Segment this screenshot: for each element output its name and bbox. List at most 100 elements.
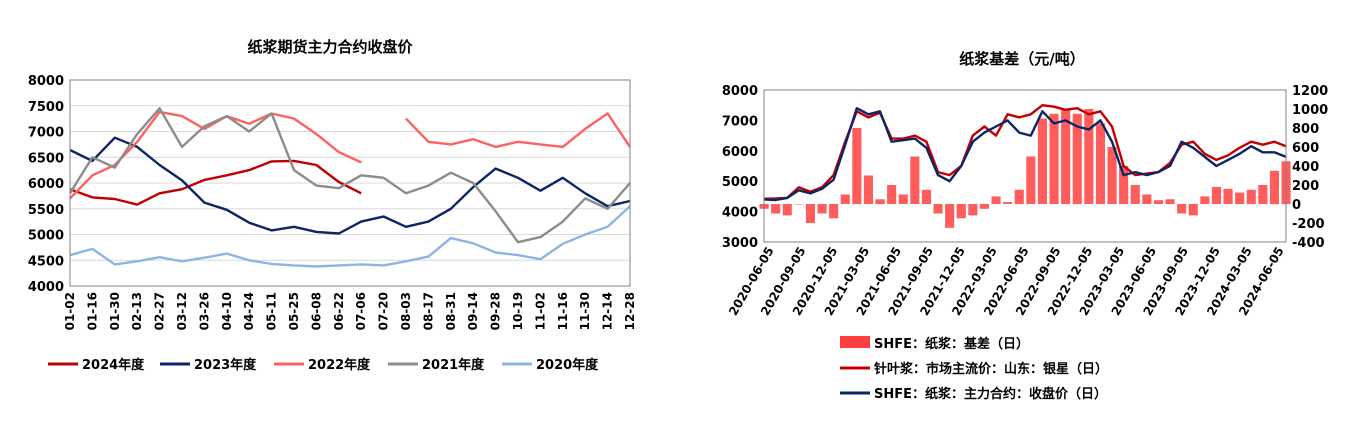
chart1-y-tick-label: 6000 [28,177,64,192]
chart1-series-lines [68,107,631,268]
chart2-left-tick-label: 5000 [722,175,758,190]
chart1-legend-label: 2021年度 [422,357,485,373]
chart2-basis-bar [1235,192,1245,204]
chart1-y-tick-label: 7000 [28,126,64,141]
chart1-series-line-3 [68,107,631,244]
chart1-x-tick-label: 11-02 [533,292,547,330]
chart1-x-tick-label: 09-14 [466,292,480,330]
chart1-x-tick-label: 08-03 [399,292,413,330]
chart2-basis-bar [1014,189,1024,205]
chart2-basis-bar [863,175,873,204]
chart2-right-tick-label: 800 [1292,122,1319,137]
chart2-basis-bar [1061,109,1071,204]
chart1-x-tick-label: 09-28 [489,292,503,330]
chart2-legend-label: SHFE：纸浆：主力合约：收盘价（日） [874,386,1107,402]
chart2-legend-swatch [840,336,870,348]
chart1-y-tick-label: 8000 [28,74,64,89]
chart2-basis-bar [979,204,989,209]
futures-price-chart: 纸浆期货主力合约收盘价 4000 4500 5000 5500 6000 6500 7000… [28,38,637,373]
chart2-basis-bar [1153,200,1163,204]
chart1-y-tick-label: 5500 [28,203,64,218]
chart1-x-tick-label: 04-24 [242,292,256,330]
chart2-basis-bar [840,194,850,204]
chart2-right-tick-label: 200 [1292,179,1319,194]
chart2-basis-bar [1258,185,1268,204]
chart2-right-tick-label: 600 [1292,141,1319,156]
chart1-y-tick-label: 5000 [28,229,64,244]
chart2-basis-bar [1084,109,1094,204]
chart2-plot-frame [763,89,1287,243]
chart1-series-line-1 [69,136,631,235]
chart2-basis-bar [794,204,804,205]
chart2-right-tick-label: -400 [1292,236,1325,251]
chart2-left-tick-label: 7000 [722,114,758,129]
chart2-basis-bars [759,109,1291,228]
chart2-basis-bar [1188,204,1198,216]
chart2-basis-bar [1223,188,1233,204]
chart2-basis-bar [852,128,862,204]
chart2-series-lines [763,104,1287,202]
chart1-series-line-4 [69,205,631,268]
chart2-basis-bar [1072,113,1082,205]
chart2-basis-bar [1049,113,1059,205]
chart1-y-axis: 4000 4500 5000 5500 6000 6500 7000 7500 8000 [28,74,64,295]
chart2-x-axis: 2020-06-052020-09-052020-12-052021-03-05… [726,245,1287,318]
chart2-basis-bar [1177,204,1187,214]
chart2-right-tick-label: 1200 [1292,84,1328,99]
chart2-basis-bar [968,204,978,216]
chart1-x-tick-label: 02-13 [130,292,144,330]
chart2-left-axis: 3000 4000 5000 6000 7000 8000 [722,84,758,251]
chart2-basis-bar [1026,156,1036,204]
chart2-basis-bar [1095,123,1105,205]
chart2-basis-bar [1003,202,1013,204]
chart2-basis-bar [910,156,920,204]
chart1-x-axis: 01-02 01-16 01-30 02-13 02-27 03-12 03-26 04-10… [63,292,637,330]
chart1-legend-label: 2020年度 [536,357,599,373]
chart2-right-tick-label: 1000 [1292,103,1328,118]
chart2-left-tick-label: 6000 [722,145,758,160]
chart1-legend-label: 2023年度 [194,357,257,373]
chart1-x-tick-label: 10-19 [511,292,525,330]
chart1-y-tick-label: 4000 [28,280,64,295]
chart1-legend-label: 2022年度 [308,357,371,373]
chart1-x-tick-label: 12-28 [623,292,637,330]
chart2-left-tick-label: 4000 [722,206,758,221]
chart1-legend: 2024年度 2023年度 2022年度 2021年度 2020年度 [48,357,599,373]
chart2-left-tick-label: 8000 [722,84,758,99]
chart1-plot-frame [69,79,631,287]
chart2-right-tick-label: 400 [1292,160,1319,175]
chart2-basis-bar [933,204,943,214]
chart1-x-tick-label: 07-06 [354,292,368,330]
chart1-x-tick-label: 01-16 [85,292,99,330]
chart1-y-tick-label: 7500 [28,100,64,115]
chart1-x-tick-label: 01-30 [108,292,122,330]
chart2-basis-bar [1119,166,1129,204]
chart2-legend-label: 针叶浆：市场主流价：山东：银星（日） [873,361,1108,377]
chart1-x-tick-label: 01-02 [63,292,77,330]
chart1-x-tick-label: 07-20 [377,292,391,330]
chart2-basis-bar [898,194,908,204]
chart2-basis-bar [817,204,827,214]
chart2-basis-bar [1130,185,1140,204]
chart1-x-tick-label: 06-22 [332,292,346,330]
chart1-x-tick-label: 12-14 [601,292,615,330]
chart1-series-line-2 [69,110,631,200]
chart2-basis-bar [956,204,966,219]
chart2-right-axis: -400 -200 0 200 400 600 800 1000 1200 [1292,84,1328,251]
chart1-title: 纸浆期货主力合约收盘价 [247,38,413,56]
chart2-basis-bar [805,204,815,223]
chart2-series-line-2 [763,107,1287,202]
chart1-x-tick-label: 08-31 [444,292,458,330]
chart1-x-tick-label: 05-11 [265,292,279,330]
chart1-x-tick-label: 11-30 [578,292,592,330]
chart2-legend: SHFE：纸浆：基差（日） 针叶浆：市场主流价：山东：银星（日） SHFE：纸浆：主… [840,336,1108,402]
chart2-basis-bar [1037,118,1047,204]
chart2-left-tick-label: 3000 [722,236,758,251]
chart2-basis-bar [1211,186,1221,204]
chart1-series-line-0 [69,159,362,206]
chart2-basis-bar [1142,194,1152,204]
chart2-basis-bar [887,185,897,204]
chart1-x-tick-label: 06-08 [309,292,323,330]
chart1-x-tick-label: 11-16 [556,292,570,330]
